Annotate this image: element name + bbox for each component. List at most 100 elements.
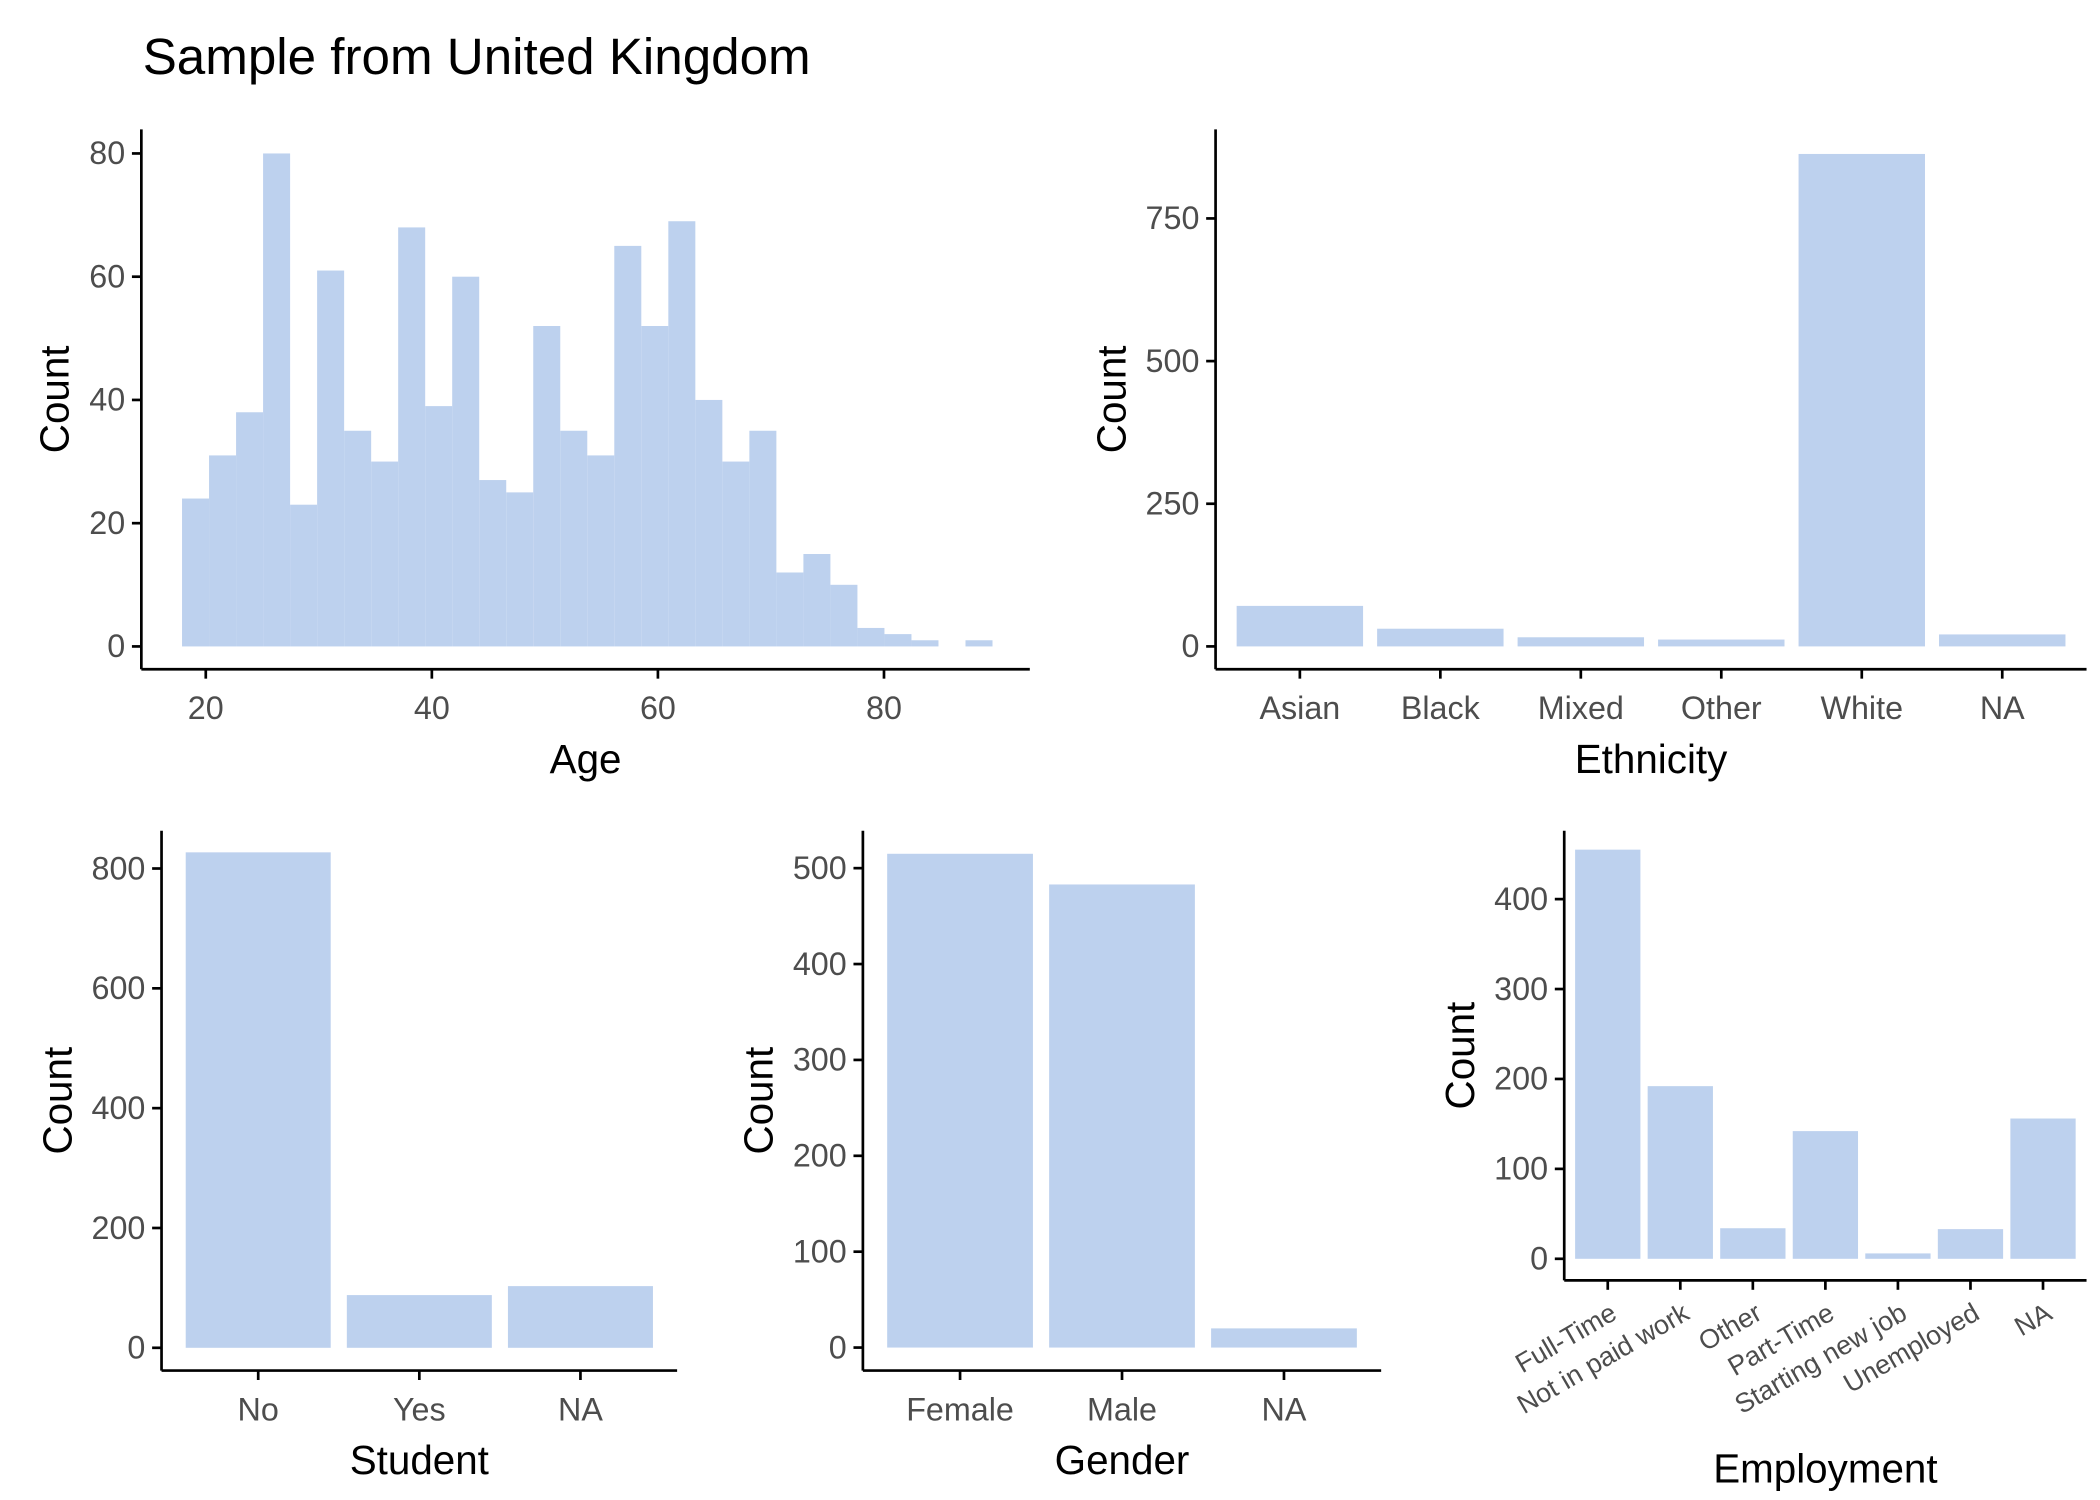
x-tick-label: NA: [558, 1391, 603, 1427]
panel: 0 20 40 60 80 20 40 60 80 Age Count: [32, 129, 1030, 782]
y-tick-label: 0: [1530, 1241, 1548, 1277]
y-tick-label: 0: [1181, 628, 1199, 664]
y-tick-label: 80: [89, 135, 125, 171]
histogram-bar: [479, 480, 507, 647]
histogram-bar: [641, 325, 669, 647]
y-tick-label: 40: [89, 382, 125, 418]
x-axis-title: Employment: [1713, 1445, 1937, 1491]
histogram-bar: [236, 412, 264, 647]
x-axis-title: Student: [350, 1437, 489, 1483]
histogram-bar: [695, 399, 723, 647]
histogram-bar: [182, 498, 210, 647]
bar: [507, 1286, 653, 1348]
x-tick-label: No: [238, 1391, 279, 1427]
y-tick-label: 200: [1494, 1061, 1548, 1097]
bar: [1720, 1228, 1786, 1259]
histogram-bar: [263, 153, 291, 647]
x-axis-title: Ethnicity: [1575, 736, 1728, 782]
bar: [1939, 634, 2066, 647]
histogram-bar: [587, 455, 615, 647]
bar: [1647, 1086, 1713, 1259]
histogram-bar: [803, 553, 831, 647]
y-tick-label: 400: [793, 946, 847, 982]
histogram-bar: [965, 640, 993, 647]
histogram-bar: [884, 634, 912, 647]
y-tick-label: 300: [1494, 971, 1548, 1007]
histogram-bar: [344, 430, 372, 647]
y-tick-label: 500: [1146, 343, 1200, 379]
bar: [2010, 1118, 2076, 1259]
histogram-bar: [776, 572, 804, 647]
x-tick-label: NA: [1980, 690, 2025, 726]
bar: [1575, 849, 1641, 1259]
histogram-bar: [209, 455, 237, 647]
bar: [1865, 1253, 1931, 1259]
x-tick-label: 80: [866, 690, 902, 726]
y-tick-label: 750: [1146, 200, 1200, 236]
x-axis-title: Gender: [1055, 1437, 1190, 1483]
histogram-bar: [533, 325, 561, 647]
histogram-bar: [614, 245, 642, 647]
x-tick-label: Mixed: [1538, 690, 1624, 726]
y-tick-label: 500: [793, 850, 847, 886]
y-tick-label: 20: [89, 505, 125, 541]
y-axis-title: Count: [1088, 345, 1134, 453]
x-tick-label: NA: [2009, 1297, 2056, 1342]
histogram-bar: [722, 461, 750, 647]
y-tick-label: 250: [1146, 486, 1200, 522]
bar: [887, 853, 1033, 1348]
y-axis-title: Count: [34, 1047, 80, 1155]
panel: 0 200 400 600 800 No Yes NA Student Count: [34, 830, 678, 1483]
bar: [1377, 628, 1504, 647]
y-axis-title: Count: [736, 1047, 782, 1155]
y-axis-title: Count: [1437, 1002, 1483, 1110]
panel: 0 100 200 300 400 500 Female Male NA Gender Count: [736, 830, 1382, 1483]
y-tick-label: 0: [107, 628, 125, 664]
bar: [1517, 637, 1645, 647]
y-axis-title: Count: [32, 345, 78, 453]
x-tick-label: 20: [188, 690, 224, 726]
y-tick-label: 300: [793, 1042, 847, 1078]
bar: [1792, 1131, 1859, 1259]
figure-title: Sample from United Kingdom: [143, 28, 811, 85]
bar: [1211, 1328, 1357, 1348]
x-tick-label: Other: [1681, 690, 1762, 726]
x-tick-label: Male: [1087, 1391, 1157, 1427]
y-tick-label: 400: [1494, 881, 1548, 917]
bar: [346, 1295, 492, 1348]
bar: [1049, 884, 1195, 1348]
x-tick-label: Female: [906, 1391, 1014, 1427]
panel: 0 250 500 750 Asian Black Mixed Other White NA Eth…: [1088, 129, 2087, 782]
y-tick-label: 60: [89, 258, 125, 294]
histogram-bar: [317, 270, 345, 647]
x-tick-label: Yes: [393, 1391, 446, 1427]
y-tick-label: 200: [91, 1210, 145, 1246]
histogram-bar: [398, 227, 426, 647]
x-tick-label: NA: [1262, 1391, 1307, 1427]
y-tick-label: 100: [793, 1233, 847, 1269]
y-tick-label: 400: [91, 1090, 145, 1126]
histogram-bar: [425, 406, 453, 647]
bar: [1236, 605, 1364, 647]
histogram-bar: [452, 276, 480, 647]
y-tick-label: 100: [1494, 1151, 1548, 1187]
histogram-bar: [560, 430, 588, 647]
x-tick-label: White: [1820, 690, 1903, 726]
y-tick-label: 800: [91, 850, 145, 886]
y-tick-label: 0: [127, 1330, 145, 1366]
bar: [1798, 153, 1925, 647]
histogram-bar: [749, 430, 777, 647]
x-axis-title: Age: [550, 736, 622, 782]
histogram-bar: [290, 504, 318, 647]
bar: [1658, 639, 1785, 647]
x-tick-label: Asian: [1259, 690, 1340, 726]
y-tick-label: 200: [793, 1138, 847, 1174]
histogram-bar: [857, 627, 885, 647]
x-tick-label: 60: [640, 690, 676, 726]
histogram-bar: [506, 492, 534, 647]
x-tick-label: Black: [1401, 690, 1481, 726]
histogram-bar: [830, 584, 858, 647]
